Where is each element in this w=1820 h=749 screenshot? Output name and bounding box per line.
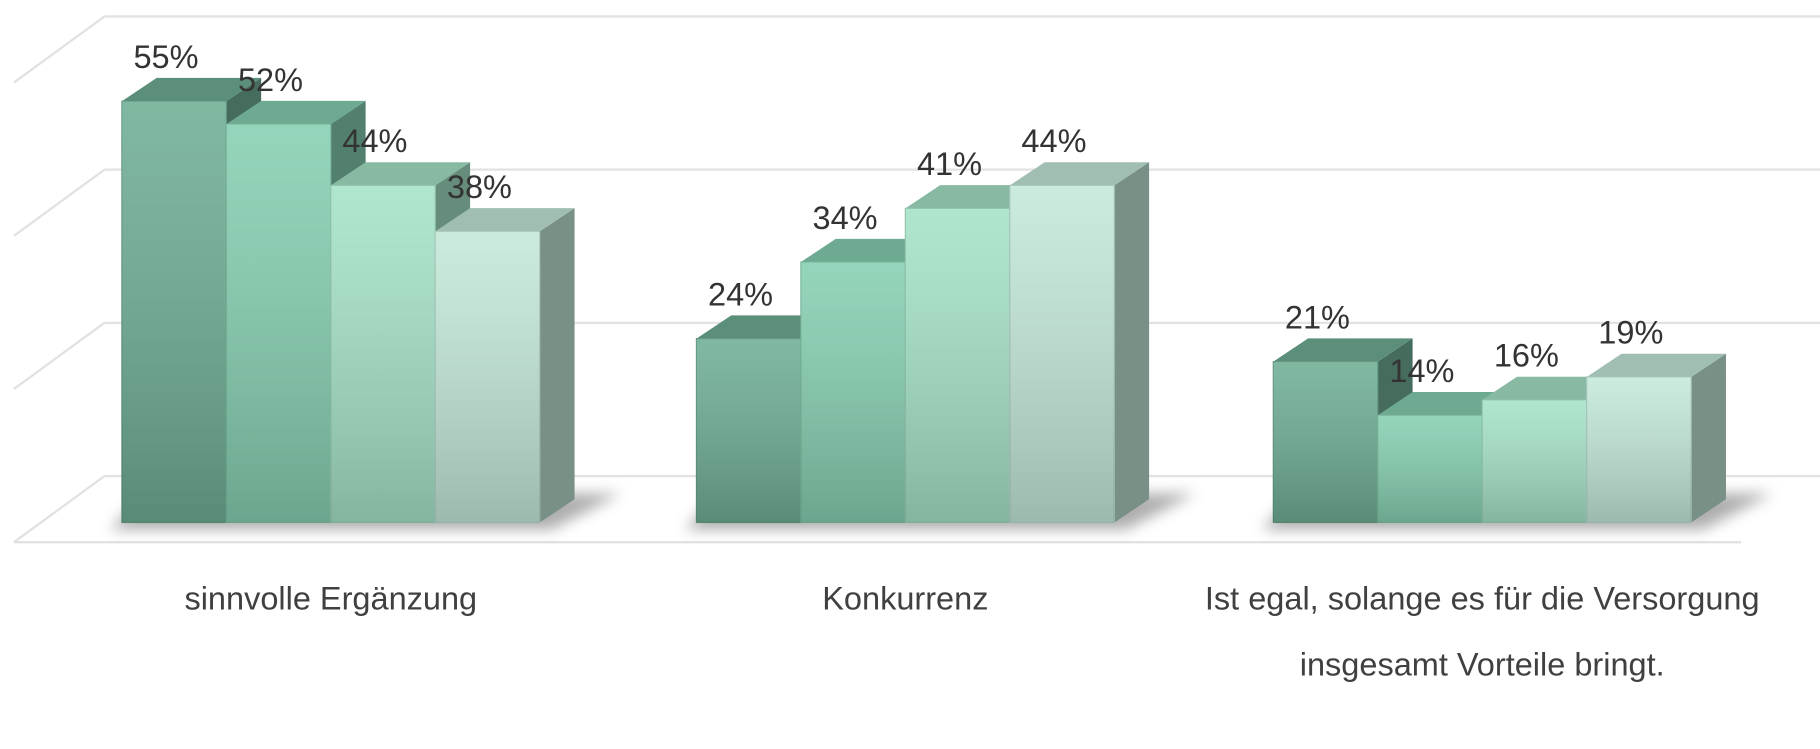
grid-line-side xyxy=(13,15,106,84)
grid-line-side xyxy=(13,168,106,237)
category-label-box: Konkurrenz xyxy=(822,580,989,617)
bar-shade xyxy=(905,208,1010,523)
bar-side xyxy=(539,208,575,523)
bar-shade xyxy=(435,231,540,523)
value-label: 21% xyxy=(1285,299,1350,335)
value-label: 55% xyxy=(133,39,198,75)
value-label: 52% xyxy=(238,62,303,98)
value-label: 38% xyxy=(447,169,512,205)
category-label: sinnvolle Ergänzung xyxy=(184,580,478,617)
bar-shade xyxy=(696,338,801,523)
bar-top xyxy=(1009,162,1150,186)
value-label: 24% xyxy=(708,276,773,312)
grid-line-side xyxy=(13,321,106,390)
bar-shade xyxy=(1273,361,1378,523)
value-label: 16% xyxy=(1494,338,1559,374)
value-label: 19% xyxy=(1598,315,1663,351)
bar-side xyxy=(1691,353,1726,523)
bar-shade xyxy=(226,124,331,523)
bar-top xyxy=(435,208,575,232)
bar-shade xyxy=(121,101,227,523)
bar-shade xyxy=(1482,399,1587,523)
value-label: 34% xyxy=(813,200,878,236)
category-label: Ist egal, solange es für die Versorgung … xyxy=(1204,580,1760,683)
value-label: 14% xyxy=(1389,353,1454,389)
bar-shade xyxy=(330,185,436,523)
value-label: 44% xyxy=(1021,123,1086,159)
bar-top xyxy=(226,100,366,125)
value-label: 41% xyxy=(917,146,982,182)
bar-shade xyxy=(1009,185,1115,523)
bar-side xyxy=(1114,162,1150,523)
bar-top xyxy=(1586,353,1726,377)
bar-top xyxy=(121,77,262,102)
grid-line-side xyxy=(13,475,106,544)
category-label: Konkurrenz xyxy=(822,580,989,617)
bar-shade xyxy=(1377,415,1483,523)
bar-top xyxy=(1273,338,1413,362)
category-label-box: Ist egal, solange es für die Versorgung … xyxy=(1204,580,1760,683)
bar-shade xyxy=(800,262,906,523)
bar-shade xyxy=(1586,376,1692,523)
value-label: 44% xyxy=(342,123,407,159)
bar-top xyxy=(330,162,471,186)
category-label-box: sinnvolle Ergänzung xyxy=(184,580,478,617)
